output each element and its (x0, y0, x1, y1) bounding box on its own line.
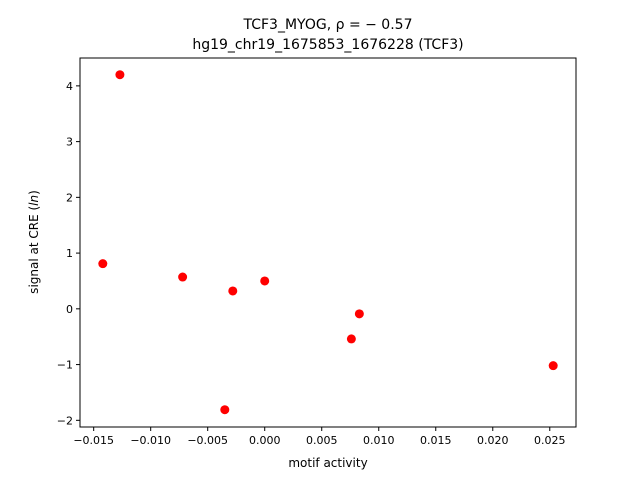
data-point (548, 361, 558, 371)
x-tick-label: −0.015 (73, 434, 114, 447)
x-tick-label: 0.000 (249, 434, 281, 447)
chart-title-line1: TCF3_MYOG, ρ = − 0.57 (243, 17, 413, 33)
data-point (354, 309, 364, 319)
x-tick-label: −0.005 (187, 434, 228, 447)
x-axis-label: motif activity (288, 456, 367, 470)
x-tick-label: 0.005 (306, 434, 338, 447)
x-tick-label: 0.010 (363, 434, 395, 447)
y-tick-label: 2 (66, 191, 73, 204)
x-tick-label: 0.015 (420, 434, 452, 447)
data-point (346, 334, 356, 344)
x-tick-label: −0.010 (130, 434, 171, 447)
data-point (178, 272, 188, 282)
y-tick-label: 4 (66, 80, 73, 93)
y-tick-label: −1 (57, 359, 73, 372)
y-tick-label: 1 (66, 247, 73, 260)
x-tick-label: 0.020 (477, 434, 509, 447)
y-tick-label: −2 (57, 414, 73, 427)
data-point (228, 286, 238, 296)
y-tick-label: 3 (66, 136, 73, 149)
data-point (220, 405, 230, 415)
y-tick-label: 0 (66, 303, 73, 316)
data-point (115, 70, 125, 80)
x-tick-label: 0.025 (534, 434, 566, 447)
data-point (98, 259, 108, 269)
plot-frame (79, 57, 577, 428)
data-point (260, 276, 270, 286)
chart-title-line2: hg19_chr19_1675853_1676228 (TCF3) (192, 37, 463, 53)
y-axis-label: signal at CRE (ln) (27, 190, 41, 294)
